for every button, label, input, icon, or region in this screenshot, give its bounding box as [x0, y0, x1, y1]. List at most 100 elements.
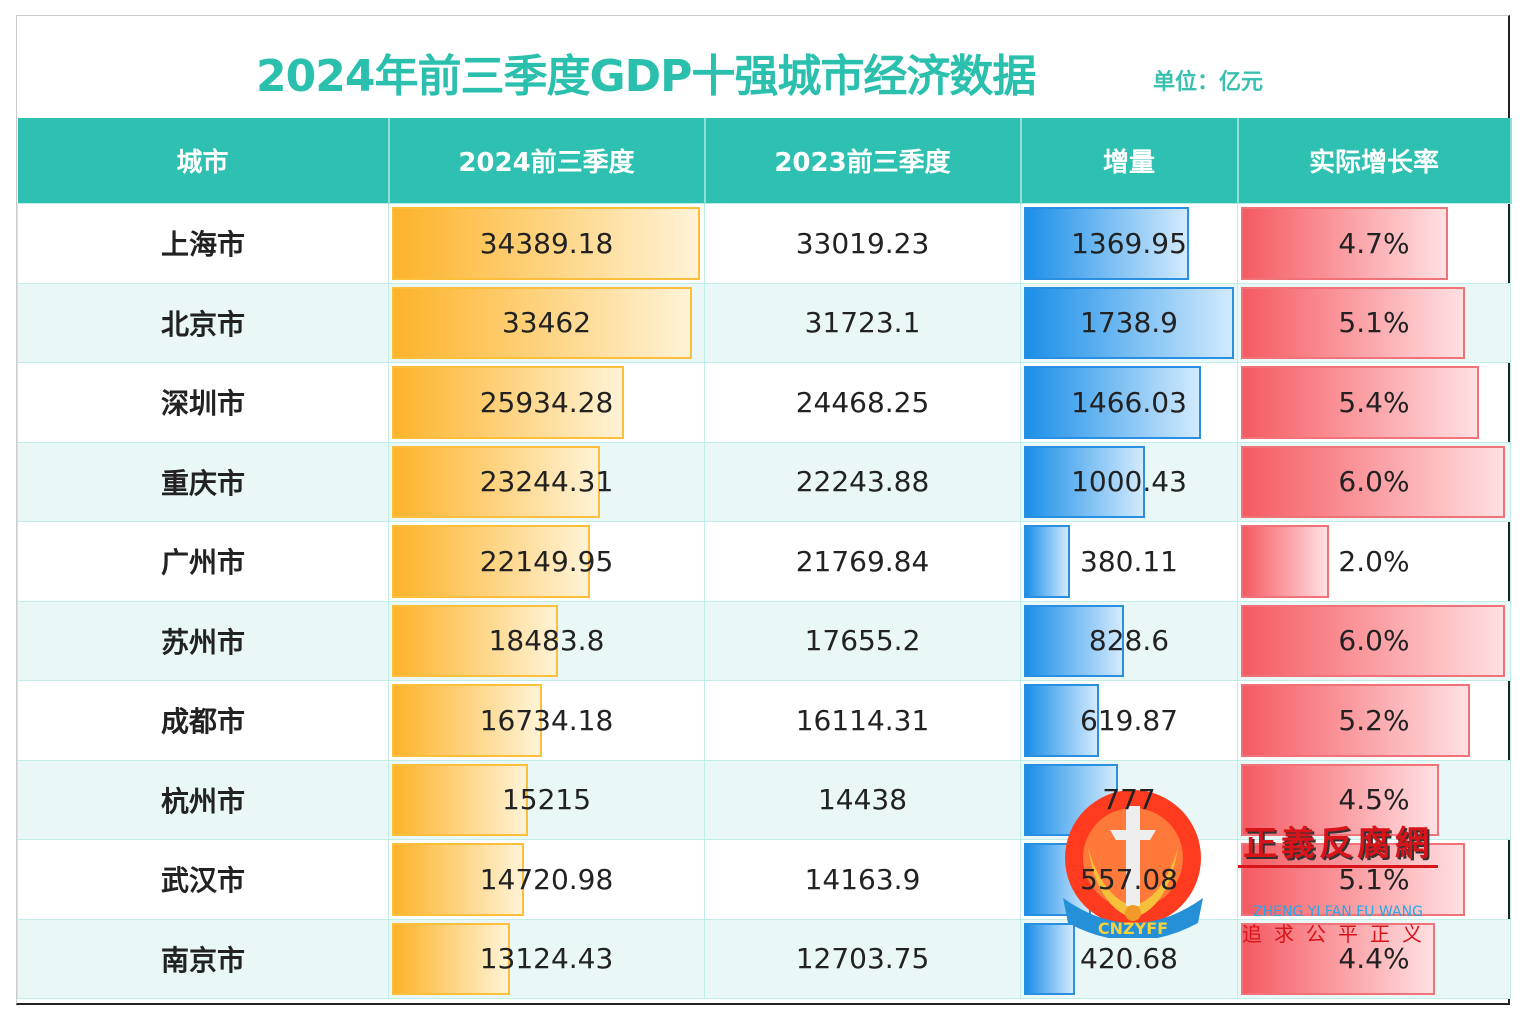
gdp-2024-value: 13124.43: [479, 942, 614, 976]
growth-rate-cell: 2.0%: [1237, 521, 1511, 602]
city-cell: 南京市: [17, 918, 389, 999]
gdp-2023-value: 21769.84: [795, 544, 930, 578]
increment-cell: 1369.95: [1020, 203, 1238, 284]
increment-value: 828.6: [1088, 624, 1170, 658]
gdp-2024-bar: [392, 286, 692, 359]
city-cell: 北京市: [17, 282, 389, 363]
gdp-2023-value: 17655.2: [804, 624, 921, 658]
gdp-2023-cell: 17655.2: [704, 600, 1021, 681]
growth-rate-value: 4.4%: [1338, 942, 1410, 976]
growth-rate-bar: [1241, 207, 1448, 280]
gdp-2023-cell: 16114.31: [704, 680, 1021, 761]
page-title: 2024年前三季度GDP十强城市经济数据: [256, 51, 1036, 102]
table-row: 苏州市 18483.8 17655.2 828.6 6.0%: [17, 600, 1511, 681]
gdp-2023-value: 14438: [817, 783, 908, 817]
watermark-english: ZHENG YI FAN FU WANG: [1253, 904, 1423, 920]
growth-rate-cell: 4.7%: [1237, 203, 1511, 284]
increment-cell: 619.87: [1020, 680, 1238, 761]
gdp-2024-value: 15215: [501, 783, 592, 817]
growth-rate-value: 6.0%: [1338, 465, 1410, 499]
growth-rate-value: 5.1%: [1338, 306, 1410, 340]
gdp-2023-value: 31723.1: [804, 306, 921, 340]
city-value: 北京市: [160, 307, 245, 341]
gdp-2023-value: 22243.88: [795, 465, 930, 499]
gdp-2024-cell: 25934.28: [388, 362, 705, 443]
growth-rate-cell: 6.0%: [1237, 600, 1511, 681]
city-value: 上海市: [160, 228, 245, 262]
increment-bar: [1024, 525, 1070, 598]
gdp-2024-bar: [392, 445, 601, 518]
increment-cell: 1466.03: [1020, 362, 1238, 443]
increment-bar: [1024, 445, 1145, 518]
city-value: 广州市: [160, 546, 245, 580]
increment-cell: 828.6: [1020, 600, 1238, 681]
gdp-2024-bar: [392, 207, 700, 280]
watermark-slogan: 追求公平正义: [1242, 922, 1434, 946]
increment-bar: [1024, 286, 1234, 359]
gdp-2024-value: 22149.95: [479, 544, 614, 578]
city-value: 南京市: [160, 943, 245, 977]
table-row: 重庆市 23244.31 22243.88 1000.43 6.0%: [17, 441, 1511, 522]
watermark-name: 正義反腐網: [1243, 824, 1433, 864]
growth-rate-value: 4.7%: [1338, 226, 1410, 260]
city-cell: 重庆市: [17, 441, 389, 522]
header-city: 城市: [17, 118, 390, 204]
gdp-2024-value: 34389.18: [479, 226, 614, 260]
increment-value: 420.68: [1080, 942, 1178, 976]
increment-value: 1369.95: [1071, 226, 1187, 260]
gdp-2023-cell: 14163.9: [704, 839, 1021, 920]
growth-rate-value: 5.2%: [1338, 703, 1410, 737]
city-value: 苏州市: [160, 625, 245, 659]
header-row: 城市 2024前三季度 2023前三季度 增量 实际增长率: [17, 118, 1512, 204]
growth-rate-value: 6.0%: [1338, 624, 1410, 658]
gdp-2024-cell: 33462: [388, 282, 705, 363]
city-cell: 武汉市: [17, 839, 389, 920]
increment-value: 777: [1102, 783, 1156, 817]
growth-rate-cell: 5.2%: [1237, 680, 1511, 761]
increment-bar: [1024, 604, 1125, 677]
gdp-2024-cell: 14720.98: [388, 839, 705, 920]
gdp-2024-bar: [392, 843, 524, 916]
increment-bar: [1024, 684, 1099, 757]
gdp-2024-value: 23244.31: [479, 465, 614, 499]
growth-rate-value: 4.5%: [1338, 783, 1410, 817]
city-value: 杭州市: [160, 784, 245, 818]
gdp-2023-cell: 31723.1: [704, 282, 1021, 363]
city-cell: 成都市: [17, 680, 389, 761]
gdp-2023-cell: 12703.75: [704, 918, 1021, 999]
increment-value: 380.11: [1080, 544, 1178, 578]
city-cell: 广州市: [17, 521, 389, 602]
gdp-2023-value: 33019.23: [795, 226, 930, 260]
growth-rate-cell: 4.5%: [1237, 759, 1511, 840]
gdp-2024-bar: [392, 604, 558, 677]
header-2023: 2023前三季度: [704, 118, 1022, 204]
table-row: 北京市 33462 31723.1 1738.9 5.1%: [17, 282, 1511, 363]
gdp-2023-cell: 14438: [704, 759, 1021, 840]
growth-rate-bar: [1241, 525, 1329, 598]
growth-rate-bar: [1241, 366, 1479, 439]
gdp-2023-value: 16114.31: [795, 703, 930, 737]
growth-rate-cell: 5.1%: [1237, 839, 1511, 920]
gdp-2024-bar: [392, 684, 542, 757]
gdp-2024-bar: [392, 525, 591, 598]
gdp-2023-cell: 33019.23: [704, 203, 1021, 284]
table-row: 深圳市 25934.28 24468.25 1466.03 5.4%: [17, 362, 1511, 443]
gdp-2024-bar: [392, 922, 510, 995]
growth-rate-value: 5.1%: [1338, 862, 1410, 896]
growth-rate-bar: [1241, 843, 1466, 916]
growth-rate-value: 2.0%: [1338, 544, 1410, 578]
gdp-2023-value: 14163.9: [804, 862, 921, 896]
logo-text: CNZYFF: [1098, 919, 1168, 938]
increment-value: 557.08: [1080, 862, 1178, 896]
increment-cell: 1738.9: [1020, 282, 1238, 363]
city-cell: 苏州市: [17, 600, 389, 681]
growth-rate-cell: 6.0%: [1237, 441, 1511, 522]
gdp-2024-cell: 16734.18: [388, 680, 705, 761]
gdp-2024-value: 18483.8: [488, 624, 605, 658]
header-increment: 增量: [1020, 118, 1239, 204]
increment-cell: 1000.43: [1020, 441, 1238, 522]
unit-label: 单位：亿元: [1153, 70, 1264, 95]
gdp-2024-cell: 34389.18: [388, 203, 705, 284]
city-cell: 杭州市: [17, 759, 389, 840]
increment-value: 1738.9: [1080, 306, 1178, 340]
